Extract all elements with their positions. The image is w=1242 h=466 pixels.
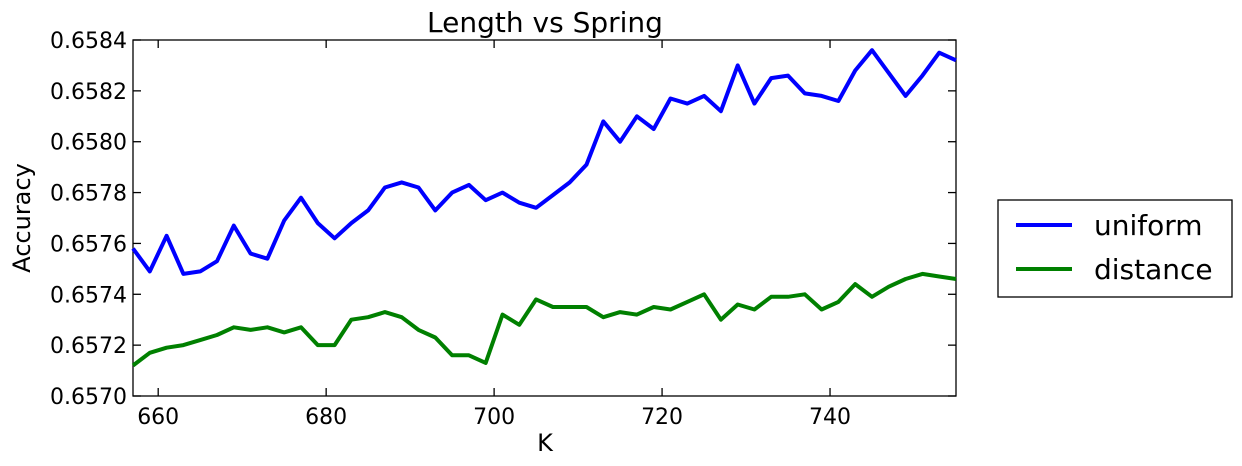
legend-label-uniform: uniform — [1094, 209, 1203, 242]
x-tick-label: 740 — [809, 405, 851, 430]
series-layer — [131, 48, 957, 368]
y-tick-label: 0.6584 — [50, 29, 127, 54]
x-tick-label: 700 — [473, 405, 515, 430]
legend: uniform distance — [997, 199, 1233, 298]
y-tick-label: 0.6574 — [50, 283, 127, 308]
y-tick-label: 0.6570 — [50, 385, 127, 410]
x-axis-label: K — [537, 429, 554, 457]
x-tick-label: 720 — [641, 405, 683, 430]
x-tick-label: 660 — [137, 405, 179, 430]
x-tick-label: 680 — [305, 405, 347, 430]
chart-title: Length vs Spring — [427, 6, 663, 39]
plot-frame — [132, 39, 957, 397]
y-tick-label: 0.6582 — [50, 80, 127, 105]
y-axis-ticks: 0.6570 0.6572 0.6574 0.6576 0.6578 0.6580 0.65… — [50, 29, 956, 410]
y-tick-label: 0.6572 — [50, 334, 127, 359]
legend-label-distance: distance — [1094, 253, 1213, 286]
series-line-distance — [131, 271, 957, 368]
y-axis-label: Accuracy — [8, 163, 36, 273]
legend-frame — [997, 199, 1233, 298]
y-tick-label: 0.6578 — [50, 182, 127, 207]
series-line-uniform — [131, 48, 957, 276]
y-tick-label: 0.6576 — [50, 232, 127, 257]
x-axis-ticks: 660 680 700 720 740 — [137, 40, 851, 430]
plot-area: 660 680 700 720 740 0.6570 0.6572 0.6574 0.6576… — [50, 29, 957, 430]
y-tick-label: 0.6580 — [50, 131, 127, 156]
